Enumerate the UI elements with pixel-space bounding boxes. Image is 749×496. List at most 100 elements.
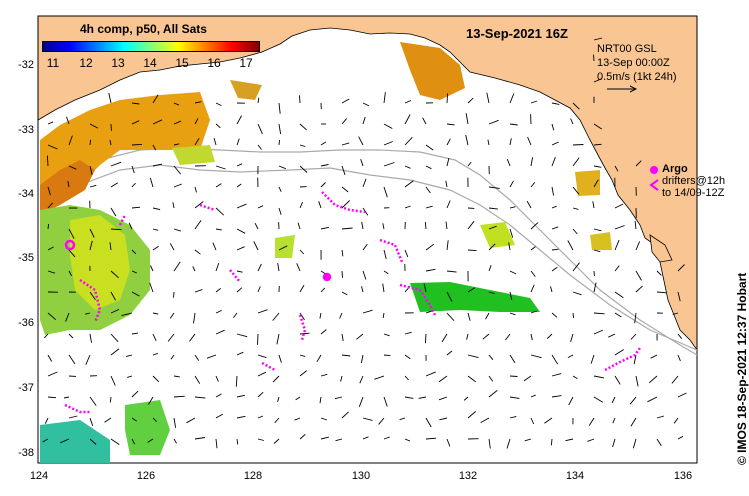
current-vector xyxy=(257,438,265,441)
current-vector xyxy=(233,312,238,318)
current-vector xyxy=(43,333,49,339)
current-vector xyxy=(194,396,206,399)
current-vector xyxy=(399,417,406,421)
current-vector xyxy=(463,396,469,401)
current-vector xyxy=(572,375,578,379)
current-vector xyxy=(445,221,448,230)
argo-track xyxy=(79,278,102,323)
current-vector xyxy=(635,375,639,387)
current-vector xyxy=(425,144,434,151)
current-vector xyxy=(194,137,200,146)
current-vector xyxy=(551,395,562,398)
argo-track xyxy=(118,214,127,226)
current-vector xyxy=(446,312,455,322)
current-vector xyxy=(236,394,245,398)
current-vector xyxy=(550,286,553,293)
current-vector xyxy=(299,332,310,335)
current-vector xyxy=(68,354,76,365)
current-vector xyxy=(505,333,511,341)
current-vector xyxy=(446,138,451,146)
current-vector xyxy=(506,159,511,167)
current-vector xyxy=(299,249,305,255)
current-vector xyxy=(236,438,239,445)
current-vector xyxy=(572,262,580,272)
current-vector xyxy=(341,333,344,341)
current-vector xyxy=(446,438,451,447)
current-vector xyxy=(320,373,328,377)
current-vector xyxy=(277,263,280,272)
current-vector xyxy=(614,265,620,272)
current-vector xyxy=(109,139,112,146)
current-vector xyxy=(614,291,624,299)
current-vector xyxy=(588,417,595,426)
current-vector xyxy=(66,116,70,125)
x-tick-label: 124 xyxy=(29,470,49,482)
current-vector xyxy=(215,393,222,398)
current-vector xyxy=(299,284,305,293)
current-vector xyxy=(509,375,518,377)
argo-track xyxy=(298,314,307,341)
current-vector xyxy=(550,438,553,446)
current-vector xyxy=(677,264,685,272)
current-vector xyxy=(650,354,658,359)
current-vector xyxy=(656,270,662,276)
current-vector xyxy=(488,375,494,382)
current-vector xyxy=(656,415,665,419)
current-vector xyxy=(277,396,280,403)
current-vector xyxy=(319,396,322,404)
current-vector xyxy=(67,181,70,188)
current-vector xyxy=(593,179,599,188)
current-vector xyxy=(341,200,351,209)
current-vector xyxy=(530,157,534,167)
current-vector xyxy=(110,161,122,167)
current-vector xyxy=(89,396,97,406)
current-vector xyxy=(47,144,58,150)
y-tick-label: -34 xyxy=(18,188,34,200)
current-vector xyxy=(544,417,553,424)
current-vector xyxy=(404,114,411,125)
argo-tracks xyxy=(64,191,642,414)
current-vector xyxy=(42,438,49,443)
current-vector xyxy=(152,94,159,104)
current-vector xyxy=(509,93,515,104)
sst-patch-mid2 xyxy=(172,145,215,165)
current-vector xyxy=(677,333,683,339)
current-vector xyxy=(482,333,490,340)
current-vector xyxy=(572,102,580,110)
colorbar-tick: 13 xyxy=(111,56,125,70)
current-vector xyxy=(152,245,159,251)
current-vector xyxy=(47,396,57,399)
current-vector xyxy=(647,396,658,403)
current-vector xyxy=(404,180,414,188)
y-tick-label: -36 xyxy=(18,317,34,329)
current-vector xyxy=(425,165,432,170)
current-vector xyxy=(383,333,390,337)
current-vector xyxy=(131,120,140,125)
sst-east-yellow xyxy=(575,170,600,196)
current-vector xyxy=(485,312,490,320)
current-vector xyxy=(278,207,282,215)
argo-legend: Argo drifters@12h to 14/09-12Z xyxy=(648,163,725,199)
current-vector xyxy=(236,115,242,125)
current-vector xyxy=(488,119,499,125)
current-vector xyxy=(320,417,328,421)
current-vector xyxy=(131,270,137,274)
current-vector xyxy=(149,265,154,272)
current-vector xyxy=(235,375,238,387)
current-vector xyxy=(383,92,386,104)
current-vector xyxy=(425,243,435,251)
current-vector xyxy=(149,177,154,188)
argo-track xyxy=(261,361,276,372)
current-vector xyxy=(551,248,559,251)
current-vector xyxy=(593,143,602,146)
current-vector xyxy=(530,270,536,277)
current-vector xyxy=(236,287,243,293)
current-vector xyxy=(173,395,185,398)
sst-southwest-green xyxy=(125,400,170,455)
current-vector xyxy=(593,396,604,403)
current-vector xyxy=(590,354,595,364)
current-vector xyxy=(551,123,555,131)
current-vector xyxy=(404,136,413,146)
current-vector xyxy=(257,354,267,359)
current-vector xyxy=(551,141,559,146)
